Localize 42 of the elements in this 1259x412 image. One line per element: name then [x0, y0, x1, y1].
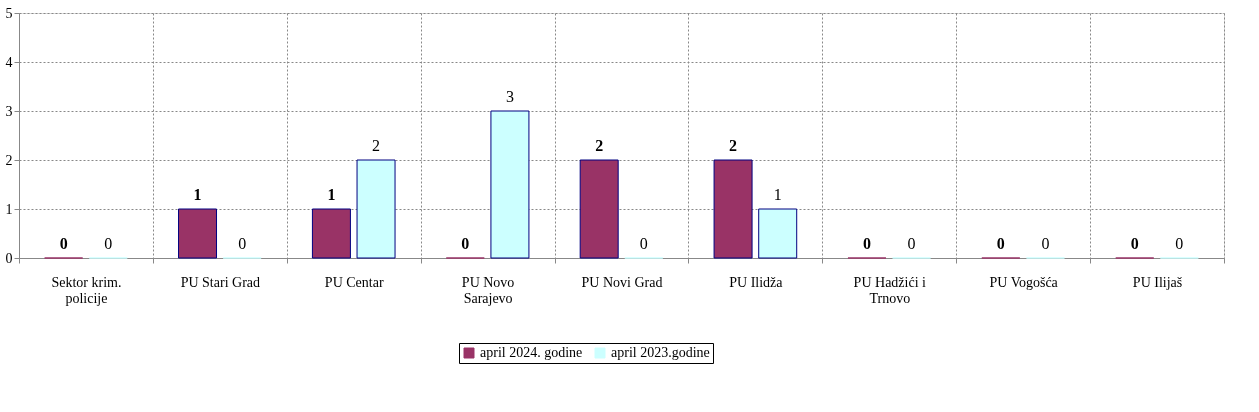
bar — [311, 208, 351, 259]
y-tick-label: 1 — [5, 201, 13, 217]
data-label: 0 — [238, 235, 247, 252]
bar — [356, 159, 396, 259]
data-label: 2 — [372, 137, 381, 154]
data-label: 0 — [1175, 235, 1184, 252]
data-label: 2 — [595, 137, 604, 154]
x-tick-label: PU Hadžići i Trnovo — [853, 274, 927, 306]
data-label: 0 — [1130, 235, 1139, 252]
y-tick-label: 0 — [5, 250, 13, 266]
x-tick-label: PU Ilijaš — [1132, 274, 1183, 290]
y-tick-label: 3 — [5, 103, 13, 119]
data-label: 1 — [193, 186, 202, 203]
data-label: 0 — [907, 235, 916, 252]
y-tick-label: 5 — [5, 5, 13, 21]
x-tick-label: PU Centar — [324, 274, 384, 290]
x-tick-label: PU Stari Grad — [180, 274, 260, 290]
data-label: 0 — [59, 235, 68, 252]
data-label: 0 — [996, 235, 1005, 252]
x-tick-label: PU Novo Sarajevo — [461, 274, 515, 306]
bar — [178, 208, 218, 259]
data-label: 1 — [773, 186, 782, 203]
bar — [713, 159, 753, 259]
bar — [579, 159, 619, 259]
x-tick-label: PU Ilidža — [729, 274, 784, 290]
x-tick-label: Sektor krim. policije — [51, 274, 122, 306]
legend-label: april 2024. godine — [480, 345, 583, 360]
y-tick-label: 2 — [5, 152, 13, 168]
x-tick-label: PU Vogošća — [989, 274, 1059, 290]
data-label: 0 — [639, 235, 648, 252]
y-tick-label: 4 — [5, 54, 13, 70]
data-label: 0 — [104, 235, 113, 252]
data-label: 2 — [729, 137, 738, 154]
data-label: 1 — [327, 186, 336, 203]
data-label: 0 — [461, 235, 470, 252]
x-tick-label: PU Novi Grad — [581, 274, 663, 290]
bar — [758, 208, 798, 259]
legend-label: april 2023.godine — [611, 345, 710, 360]
data-label: 3 — [505, 88, 514, 105]
data-label: 0 — [1041, 235, 1050, 252]
bar — [490, 110, 530, 259]
data-label: 0 — [862, 235, 871, 252]
